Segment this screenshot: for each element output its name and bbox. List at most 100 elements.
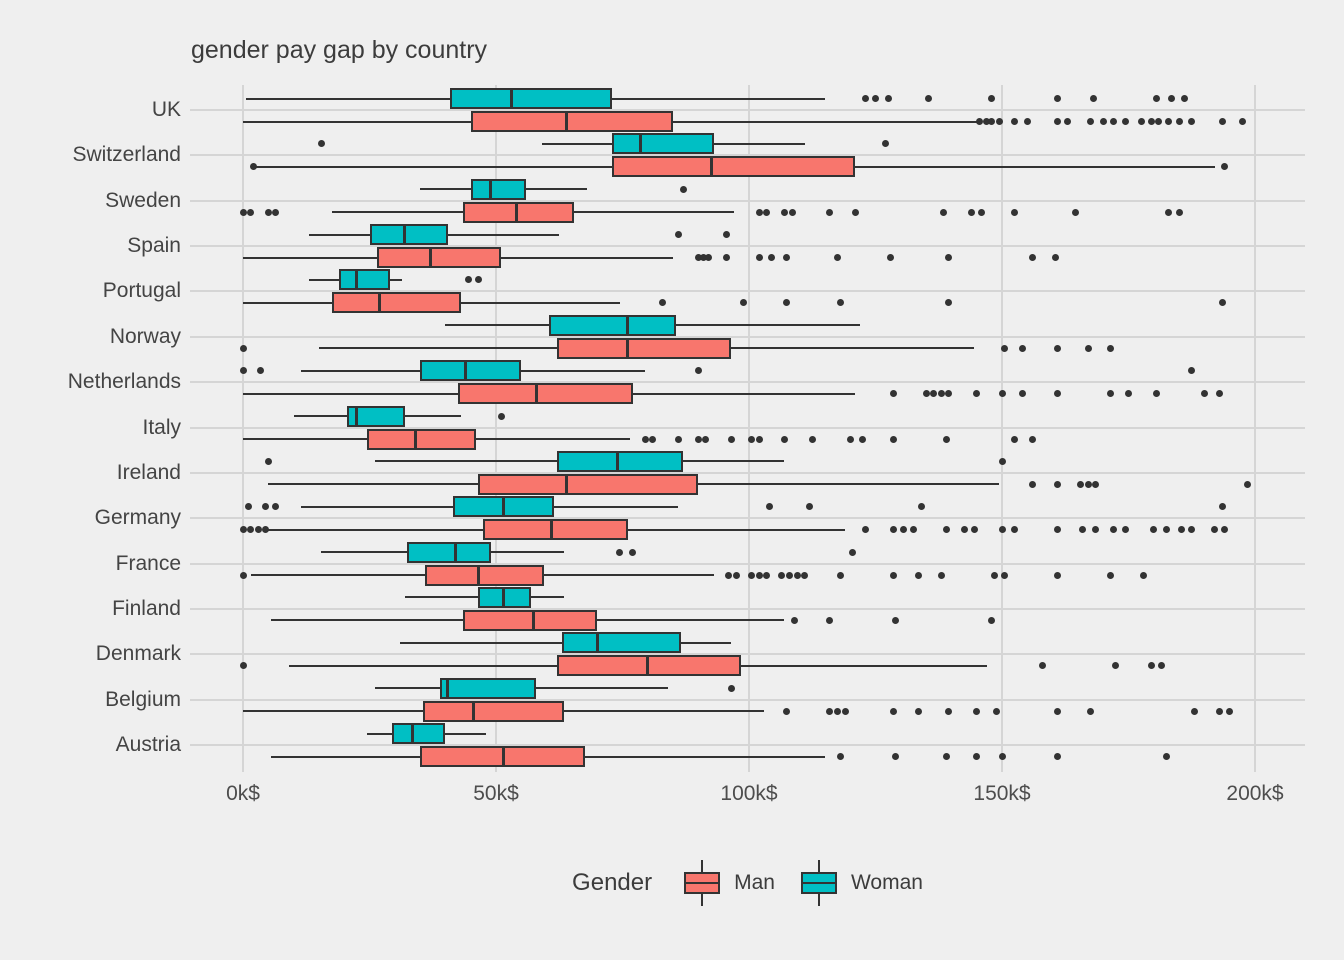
- outlier-dot-italy-woman: [497, 412, 505, 420]
- box-finland-man: [463, 609, 598, 631]
- outlier-dot-ireland-woman: [998, 457, 1006, 465]
- median-portugal-woman: [355, 269, 359, 291]
- boxplot-glyph-woman-icon: [800, 860, 837, 906]
- outlier-dot-switzerland-woman: [882, 140, 890, 148]
- outlier-dot-uk-woman: [925, 95, 933, 102]
- outlier-dot-germany-man: [970, 526, 978, 534]
- outlier-dot-sweden-man: [1011, 208, 1019, 216]
- outlier-dot-ireland-woman: [264, 457, 272, 465]
- outlier-dot-norway-man: [239, 344, 247, 352]
- glyph-box-woman: [800, 872, 837, 894]
- outlier-dot-netherlands-man: [1125, 390, 1132, 398]
- outlier-dot-ireland-man: [1084, 480, 1092, 488]
- outlier-dot-sweden-man: [763, 208, 771, 216]
- outlier-dot-uk-man: [995, 118, 1003, 125]
- outlier-dot-germany-woman: [262, 503, 270, 511]
- outlier-dot-france-man: [763, 571, 771, 579]
- y-gridline: [190, 744, 1305, 747]
- y-gridline: [190, 381, 1305, 384]
- box-portugal-woman: [339, 269, 390, 291]
- outlier-dot-denmark-man: [1147, 662, 1155, 670]
- outlier-dot-portugal-man: [783, 299, 791, 307]
- median-france-man: [476, 564, 480, 586]
- outlier-dot-sweden-man: [247, 208, 255, 216]
- outlier-dot-germany-man: [1211, 526, 1219, 534]
- outlier-dot-germany-man: [942, 526, 950, 534]
- y-axis-label-netherlands: Netherlands: [67, 370, 181, 394]
- outlier-dot-uk-man: [1011, 118, 1019, 125]
- outlier-dot-uk-woman: [872, 95, 879, 102]
- outlier-dot-uk-man: [1175, 118, 1183, 125]
- outlier-dot-portugal-man: [659, 299, 667, 307]
- outlier-dot-germany-woman: [765, 503, 773, 511]
- box-uk-man: [470, 111, 674, 132]
- outlier-dot-germany-man: [889, 526, 897, 534]
- outlier-dot-sweden-man: [851, 208, 859, 216]
- y-gridline: [190, 426, 1305, 429]
- outlier-dot-italy-man: [942, 435, 950, 443]
- outlier-dot-france-man: [778, 571, 786, 579]
- outlier-dot-netherlands-man: [1200, 390, 1208, 398]
- median-switzerland-man: [709, 156, 713, 178]
- legend: Gender Man Woman: [190, 852, 1305, 914]
- outlier-dot-italy-man: [846, 435, 854, 443]
- outlier-dot-uk-man: [1218, 118, 1226, 125]
- outlier-dot-spain-man: [834, 254, 842, 262]
- outlier-dot-netherlands-man: [1018, 390, 1026, 398]
- outlier-dot-germany-man: [1079, 526, 1087, 534]
- y-axis-label-france: France: [115, 551, 181, 575]
- y-axis-label-sweden: Sweden: [105, 188, 181, 212]
- outlier-dot-netherlands-woman: [257, 367, 265, 375]
- outlier-dot-france-man: [836, 571, 844, 579]
- median-netherlands-man: [534, 383, 538, 405]
- y-gridline: [190, 698, 1305, 701]
- outlier-dot-belgium-man: [841, 707, 849, 715]
- outlier-dot-sweden-man: [1071, 208, 1079, 216]
- outlier-dot-netherlands-man: [1054, 390, 1062, 398]
- outlier-dot-germany-woman: [272, 503, 280, 511]
- outlier-dot-belgium-man: [915, 707, 922, 715]
- outlier-dot-uk-woman: [1089, 95, 1097, 102]
- median-norway-man: [626, 337, 630, 359]
- y-axis-label-belgium: Belgium: [105, 687, 181, 711]
- outlier-dot-france-woman: [629, 548, 637, 556]
- glyph-median: [686, 882, 719, 884]
- outlier-dot-germany-man: [1011, 526, 1019, 534]
- box-spain-woman: [369, 224, 448, 246]
- outlier-dot-belgium-man: [834, 707, 842, 715]
- legend-item-woman: Woman: [800, 860, 923, 906]
- outlier-dot-italy-man: [674, 435, 682, 443]
- median-austria-man: [502, 746, 506, 768]
- outlier-dot-france-man: [937, 571, 945, 579]
- outlier-dot-norway-man: [1084, 344, 1092, 352]
- outlier-dot-germany-man: [1221, 526, 1229, 534]
- outlier-dot-germany-man: [998, 526, 1006, 534]
- box-belgium-man: [422, 700, 565, 722]
- outlier-dot-austria-man: [998, 753, 1006, 761]
- outlier-dot-france-man: [889, 571, 897, 579]
- outlier-dot-ireland-man: [1076, 480, 1084, 488]
- y-axis-label-austria: Austria: [115, 733, 181, 757]
- outlier-dot-italy-man: [641, 435, 649, 443]
- outlier-dot-italy-man: [702, 435, 710, 443]
- y-gridline: [190, 562, 1305, 565]
- outlier-dot-spain-man: [887, 254, 895, 262]
- outlier-dot-germany-man: [262, 526, 270, 534]
- outlier-dot-norway-man: [1018, 344, 1026, 352]
- x-tick-label: 100k$: [720, 782, 778, 805]
- outlier-dot-spain-man: [945, 254, 953, 262]
- y-gridline: [190, 245, 1305, 248]
- outlier-dot-spain-man: [768, 254, 776, 262]
- outlier-dot-uk-woman: [1152, 95, 1160, 102]
- outlier-dot-netherlands-man: [889, 390, 897, 398]
- outlier-dot-germany-man: [254, 526, 262, 534]
- outlier-dot-belgium-man: [1087, 707, 1095, 715]
- outlier-dot-germany-man: [861, 526, 869, 534]
- outlier-dot-belgium-man: [889, 707, 897, 715]
- outlier-dot-france-man: [1107, 571, 1115, 579]
- outlier-dot-italy-man: [748, 435, 756, 443]
- outlier-dot-ireland-man: [1054, 480, 1062, 488]
- outlier-dot-ireland-man: [1028, 480, 1036, 488]
- median-ireland-man: [565, 473, 569, 495]
